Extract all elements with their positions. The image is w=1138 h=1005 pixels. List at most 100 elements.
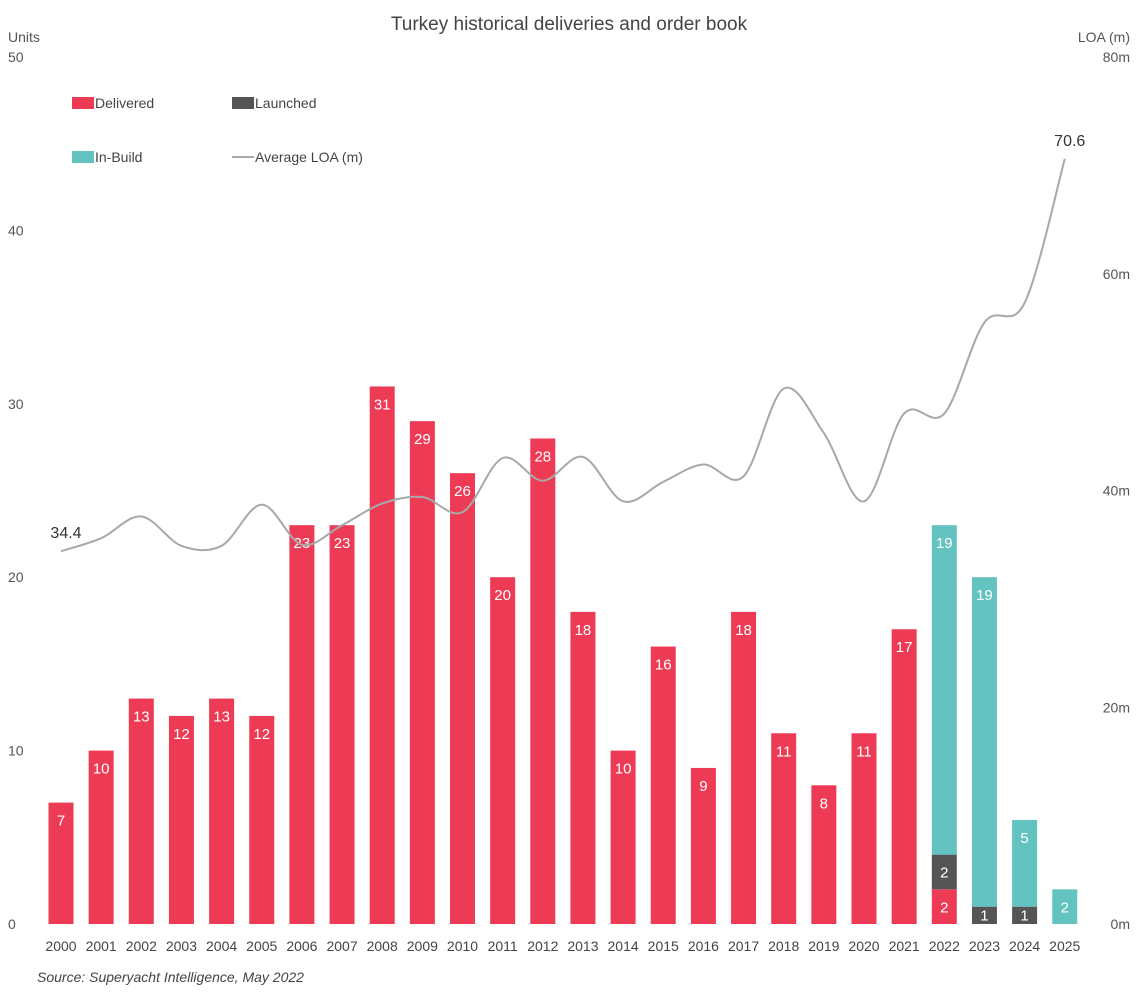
bar-delivered xyxy=(891,629,917,924)
bar-in-build xyxy=(971,577,997,907)
bar-value-label: 28 xyxy=(534,448,551,465)
bar-in-build xyxy=(931,525,957,855)
bar-value-label: 7 xyxy=(57,813,65,830)
bar-delivered xyxy=(168,715,194,924)
bar-value-label: 12 xyxy=(253,726,270,743)
bar-delivered xyxy=(329,525,355,924)
x-ticks: 2000 2001 2002 2003 2004 2005 2006 2007 2008 2009… xyxy=(45,938,1080,954)
bar-delivered xyxy=(88,750,114,924)
x-tick-label: 2019 xyxy=(808,938,839,954)
y-tick-label: 20 xyxy=(8,569,24,585)
bar-delivered xyxy=(811,785,837,924)
bar-value-label: 17 xyxy=(896,639,913,656)
x-tick-label: 2018 xyxy=(768,938,799,954)
x-tick-label: 2013 xyxy=(567,938,598,954)
bar-delivered xyxy=(851,733,877,924)
bar-value-label: 10 xyxy=(93,761,110,778)
x-tick-label: 2010 xyxy=(447,938,478,954)
bar-delivered xyxy=(610,750,636,924)
legend-label: In-Build xyxy=(95,149,142,165)
bar-value-label: 13 xyxy=(133,709,150,726)
bar-value-label: 11 xyxy=(776,743,792,760)
chart-title: Turkey historical deliveries and order b… xyxy=(391,14,748,35)
loa-line-group xyxy=(60,158,1066,553)
x-tick-label: 2003 xyxy=(166,938,197,954)
bar-delivered xyxy=(289,525,315,924)
bar-value-label: 19 xyxy=(976,587,993,604)
x-tick-label: 2016 xyxy=(688,938,719,954)
bar-value-label: 31 xyxy=(374,396,391,413)
bar-value-label: 9 xyxy=(699,778,707,795)
x-tick-label: 2014 xyxy=(608,938,639,954)
bar-value-label: 12 xyxy=(173,726,190,743)
bar-value-label: 2 xyxy=(940,865,948,882)
y2-tick-label: 40m xyxy=(1103,483,1130,499)
y-axis-label: Units xyxy=(8,29,40,45)
x-tick-label: 2015 xyxy=(648,938,679,954)
line-value-annotation: 34.4 xyxy=(50,525,81,542)
bar-value-label: 18 xyxy=(735,622,752,639)
legend-label: Average LOA (m) xyxy=(255,149,363,165)
bar-in-build xyxy=(1012,819,1038,907)
bar-delivered xyxy=(409,421,435,924)
bar-delivered xyxy=(771,733,797,924)
bar-delivered xyxy=(650,646,676,924)
y-tick-label: 50 xyxy=(8,49,24,65)
legend-swatch xyxy=(72,97,94,109)
bar-value-label: 23 xyxy=(334,535,351,552)
legend-label: Launched xyxy=(255,95,317,111)
x-tick-label: 2023 xyxy=(969,938,1000,954)
bar-value-label: 29 xyxy=(414,431,431,448)
bar-launched xyxy=(1012,906,1038,924)
y-tick-label: 10 xyxy=(8,743,24,759)
bar-in-build xyxy=(1052,889,1078,924)
bar-delivered xyxy=(731,611,757,924)
y2-tick-label: 20m xyxy=(1103,699,1130,715)
bar-value-label: 1 xyxy=(980,907,988,924)
bar-value-label: 20 xyxy=(494,587,511,604)
average-loa-line xyxy=(60,158,1066,553)
bar-delivered xyxy=(490,577,516,924)
bar-value-label: 1 xyxy=(1020,907,1028,924)
bar-value-label: 11 xyxy=(856,743,872,760)
x-tick-label: 2007 xyxy=(326,938,357,954)
x-tick-label: 2020 xyxy=(848,938,879,954)
y2-tick-label: 80m xyxy=(1103,49,1130,65)
x-tick-label: 2021 xyxy=(889,938,920,954)
bar-value-label: 2 xyxy=(940,899,948,916)
y-tick-label: 30 xyxy=(8,396,24,412)
bar-launched xyxy=(931,854,957,890)
x-tick-label: 2006 xyxy=(286,938,317,954)
bar-value-label: 16 xyxy=(655,657,672,674)
bar-value-label: 8 xyxy=(820,795,828,812)
x-tick-label: 2008 xyxy=(367,938,398,954)
x-tick-label: 2005 xyxy=(246,938,277,954)
y2-tick-label: 0m xyxy=(1111,916,1130,932)
bar-delivered xyxy=(369,386,395,925)
x-tick-label: 2012 xyxy=(527,938,558,954)
x-tick-label: 2009 xyxy=(407,938,438,954)
x-tick-label: 2022 xyxy=(929,938,960,954)
x-tick-label: 2004 xyxy=(206,938,237,954)
x-tick-label: 2001 xyxy=(86,938,117,954)
legend-swatch xyxy=(72,151,94,163)
bar-value-label: 18 xyxy=(575,622,592,639)
y-tick-label: 0 xyxy=(8,916,16,932)
bar-delivered xyxy=(450,473,475,924)
bar-delivered xyxy=(209,698,235,924)
bar-delivered xyxy=(931,889,957,924)
bar-delivered xyxy=(530,438,556,924)
x-tick-label: 2000 xyxy=(45,938,76,954)
bar-value-label: 5 xyxy=(1020,830,1028,847)
source-note: Source: Superyacht Intelligence, May 202… xyxy=(37,969,304,985)
bar-delivered xyxy=(48,802,74,924)
x-tick-label: 2025 xyxy=(1049,938,1080,954)
annotations: 34.4 70.6 xyxy=(50,133,1085,542)
x-tick-label: 2024 xyxy=(1009,938,1040,954)
line-value-annotation: 70.6 xyxy=(1054,133,1085,150)
bar-value-label: 19 xyxy=(936,535,953,552)
y-ticks-left: 0 10 20 30 40 50 xyxy=(8,49,24,932)
legend-swatch xyxy=(232,97,254,109)
